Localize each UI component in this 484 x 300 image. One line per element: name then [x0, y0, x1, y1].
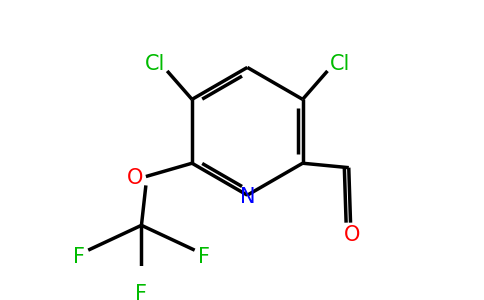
Text: F: F [136, 284, 148, 300]
Text: F: F [197, 247, 210, 267]
Text: Cl: Cl [330, 54, 350, 74]
Text: N: N [240, 187, 255, 207]
Text: O: O [127, 168, 143, 188]
Text: Cl: Cl [145, 54, 165, 74]
Text: O: O [344, 225, 361, 245]
Text: F: F [74, 247, 85, 267]
